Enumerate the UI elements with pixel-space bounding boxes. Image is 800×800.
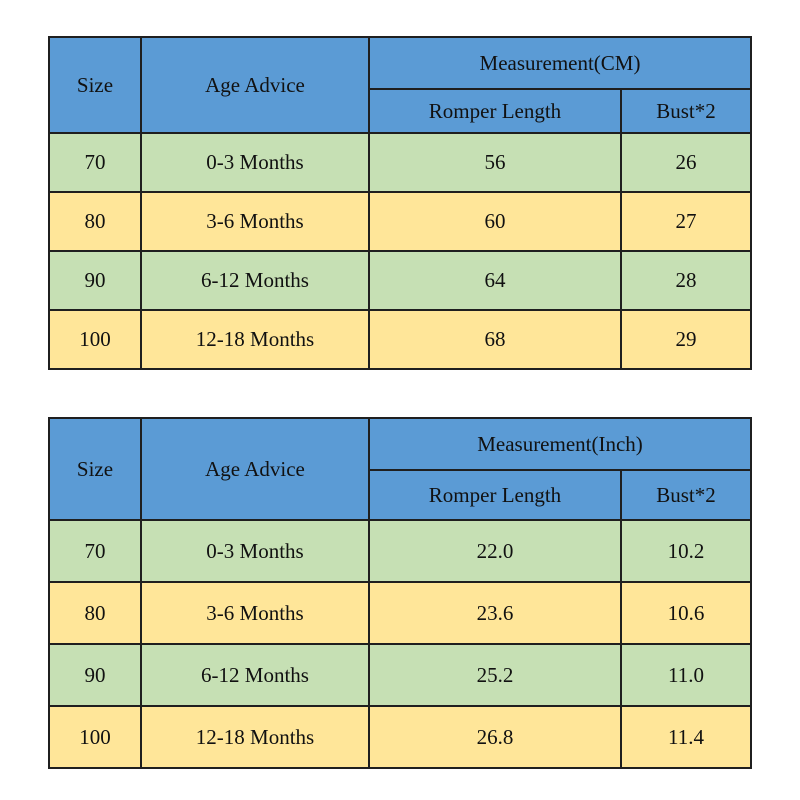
bust-cell: 29: [620, 309, 752, 370]
size-cell: 100: [48, 705, 142, 769]
measurement-cm-header: Measurement(CM): [368, 36, 752, 90]
size-header: Size: [48, 36, 142, 134]
header-row-top: Size Age Advice Measurement(CM): [48, 36, 752, 134]
header-row-sub: Romper Length Bust*2: [49, 88, 752, 134]
length-cell: 64: [368, 250, 622, 311]
table-row: 70 0-3 Months 56 26: [48, 132, 752, 193]
length-cell: 26.8: [368, 705, 622, 769]
romper-length-header: Romper Length: [368, 469, 622, 521]
age-cell: 3-6 Months: [140, 191, 370, 252]
table-row: 70 0-3 Months 22.0 10.2: [48, 519, 752, 583]
bust-cell: 26: [620, 132, 752, 193]
size-cell: 70: [48, 132, 142, 193]
size-header: Size: [48, 417, 142, 521]
size-cell: 100: [48, 309, 142, 370]
length-cell: 22.0: [368, 519, 622, 583]
table-row: 90 6-12 Months 64 28: [48, 250, 752, 311]
age-cell: 6-12 Months: [140, 250, 370, 311]
header-row-sub: Romper Length Bust*2: [49, 469, 752, 521]
age-cell: 0-3 Months: [140, 519, 370, 583]
age-advice-header: Age Advice: [140, 36, 370, 134]
romper-length-header: Romper Length: [368, 88, 622, 134]
size-chart-page: Size Age Advice Measurement(CM) Romper L…: [48, 36, 752, 769]
bust-header: Bust*2: [620, 88, 752, 134]
bust-cell: 11.0: [620, 643, 752, 707]
header-row-top: Size Age Advice Measurement(Inch): [48, 417, 752, 521]
size-cell: 80: [48, 191, 142, 252]
bust-cell: 27: [620, 191, 752, 252]
length-cell: 23.6: [368, 581, 622, 645]
age-cell: 0-3 Months: [140, 132, 370, 193]
bust-cell: 28: [620, 250, 752, 311]
size-cell: 80: [48, 581, 142, 645]
size-cell: 90: [48, 250, 142, 311]
measurement-inch-header: Measurement(Inch): [368, 417, 752, 471]
bust-cell: 11.4: [620, 705, 752, 769]
bust-header: Bust*2: [620, 469, 752, 521]
table-row: 90 6-12 Months 25.2 11.0: [48, 643, 752, 707]
length-cell: 25.2: [368, 643, 622, 707]
table-row: 100 12-18 Months 68 29: [48, 309, 752, 370]
age-cell: 12-18 Months: [140, 705, 370, 769]
bust-cell: 10.6: [620, 581, 752, 645]
age-cell: 6-12 Months: [140, 643, 370, 707]
length-cell: 56: [368, 132, 622, 193]
bust-cell: 10.2: [620, 519, 752, 583]
size-cell: 70: [48, 519, 142, 583]
table-row: 80 3-6 Months 60 27: [48, 191, 752, 252]
length-cell: 60: [368, 191, 622, 252]
age-cell: 12-18 Months: [140, 309, 370, 370]
age-cell: 3-6 Months: [140, 581, 370, 645]
size-cell: 90: [48, 643, 142, 707]
size-table-inch: Size Age Advice Measurement(Inch) Romper…: [48, 417, 752, 769]
length-cell: 68: [368, 309, 622, 370]
age-advice-header: Age Advice: [140, 417, 370, 521]
table-row: 80 3-6 Months 23.6 10.6: [48, 581, 752, 645]
table-row: 100 12-18 Months 26.8 11.4: [48, 705, 752, 769]
size-table-cm: Size Age Advice Measurement(CM) Romper L…: [48, 36, 752, 370]
